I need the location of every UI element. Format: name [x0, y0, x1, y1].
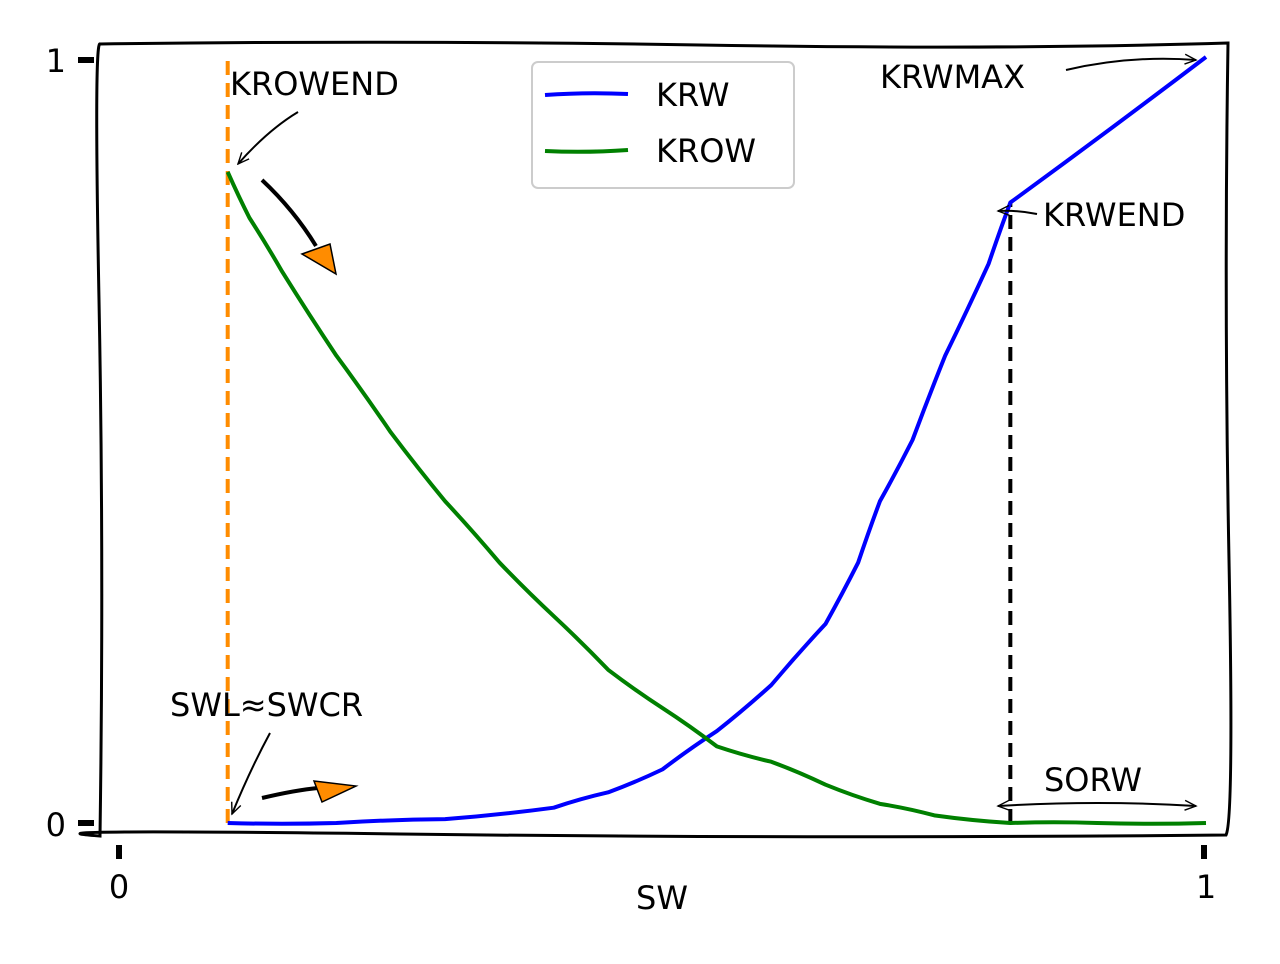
legend-label-krw: KRW — [656, 76, 730, 114]
annotation-krowend: KROWEND — [230, 65, 399, 103]
legend: KRW KROW — [531, 61, 795, 189]
annotation-swl-swcr-arrow — [232, 732, 271, 814]
annotation-swl-swcr: SWL≈SWCR — [170, 686, 363, 724]
plot-frame — [78, 40, 1233, 839]
annotation-sorw-arrow — [998, 803, 1196, 806]
annotation-krwend-arrow — [998, 211, 1038, 214]
x-axis-label: SW — [636, 879, 688, 917]
legend-swatch-krw — [544, 91, 629, 97]
annotation-sorw: SORW — [1044, 761, 1142, 799]
legend-swatch-krow — [544, 148, 629, 154]
legend-label-krow: KROW — [656, 132, 756, 170]
annotation-krwmax-arrow — [1065, 59, 1196, 71]
ytick-label-0: 0 — [46, 806, 66, 844]
series-line-krow — [225, 171, 1207, 826]
krow-direction-arrow — [260, 178, 338, 276]
xtick-label-0: 0 — [109, 868, 129, 906]
annotation-krwend: KRWEND — [1043, 196, 1185, 234]
annotation-krowend-arrow — [238, 111, 299, 164]
annotation-krwmax: KRWMAX — [880, 58, 1025, 96]
xtick-label-1: 1 — [1196, 868, 1216, 906]
series-line-krw — [227, 55, 1208, 826]
ytick-label-1: 1 — [46, 42, 66, 80]
krw-direction-arrow — [261, 780, 359, 804]
